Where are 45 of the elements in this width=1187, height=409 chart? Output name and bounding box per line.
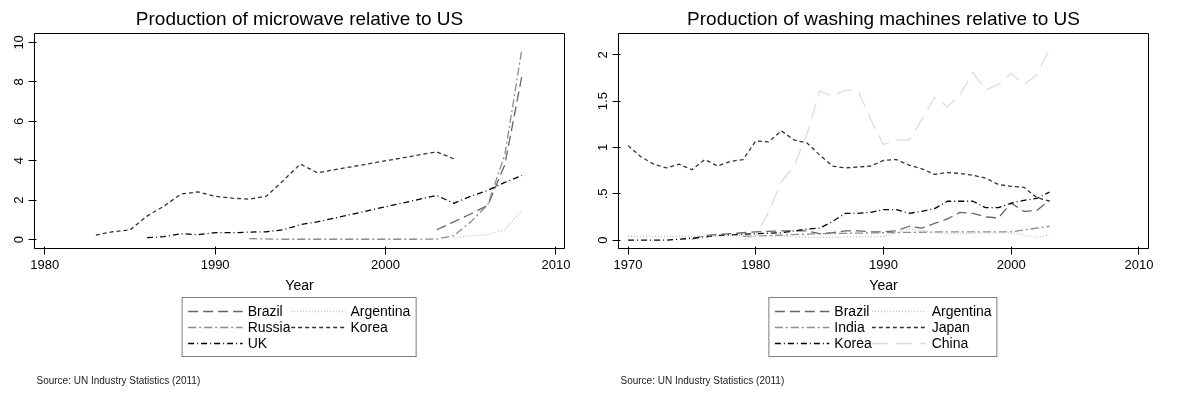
x-tick-label: 1990 xyxy=(200,256,230,272)
legend-label: UK xyxy=(247,335,268,351)
y-tick-label: 10 xyxy=(11,35,27,50)
x-tick-label: 2000 xyxy=(996,256,1026,272)
x-tick-label: 1980 xyxy=(30,256,60,272)
line-series xyxy=(95,151,455,236)
y-tick-label: 0 xyxy=(595,236,611,244)
y-tick-label: 2 xyxy=(595,51,611,59)
line-series xyxy=(453,209,523,239)
y-tick-label: 4 xyxy=(11,157,27,165)
y-tick-label: 1 xyxy=(595,143,611,152)
legend-label: Russia xyxy=(247,319,291,335)
x-tick-label: 2000 xyxy=(371,256,401,272)
y-tick-label: .5 xyxy=(595,188,611,200)
legend-label: Brazil xyxy=(834,303,870,319)
line-series xyxy=(436,75,523,231)
source-note: Source: UN Industry Statistics (2011) xyxy=(36,374,201,386)
chart-title: Production of washing machines relative to US xyxy=(687,7,1080,29)
line-series xyxy=(627,130,1051,202)
x-tick-label: 2010 xyxy=(541,256,571,272)
y-tick-label: 1.5 xyxy=(595,92,611,111)
x-axis-title: Year xyxy=(869,276,898,293)
legend-label: Korea xyxy=(350,319,388,335)
line-series xyxy=(627,191,1051,241)
line-series xyxy=(742,225,1051,238)
x-tick-label: 1980 xyxy=(741,256,771,272)
legend-label: Japan xyxy=(931,319,970,335)
x-tick-label: 1990 xyxy=(869,256,898,272)
legend-label: Argentina xyxy=(350,303,411,319)
legend-label: Argentina xyxy=(931,303,992,319)
x-axis-title: Year xyxy=(285,276,314,293)
y-tick-label: 0 xyxy=(11,236,27,244)
legend-label: China xyxy=(931,335,969,351)
legend-label: Korea xyxy=(834,335,872,351)
source-note: Source: UN Industry Statistics (2011) xyxy=(620,374,785,386)
x-tick-label: 1970 xyxy=(613,256,643,272)
legend-label: India xyxy=(834,319,865,335)
y-tick-label: 8 xyxy=(11,78,27,86)
x-tick-label: 2010 xyxy=(1124,256,1154,272)
line-series xyxy=(146,174,523,239)
y-tick-label: 2 xyxy=(11,196,27,204)
line-series xyxy=(691,199,1051,240)
legend-label: Brazil xyxy=(247,303,283,319)
chart-title: Production of microwave relative to US xyxy=(135,7,464,29)
y-tick-label: 6 xyxy=(11,117,27,125)
